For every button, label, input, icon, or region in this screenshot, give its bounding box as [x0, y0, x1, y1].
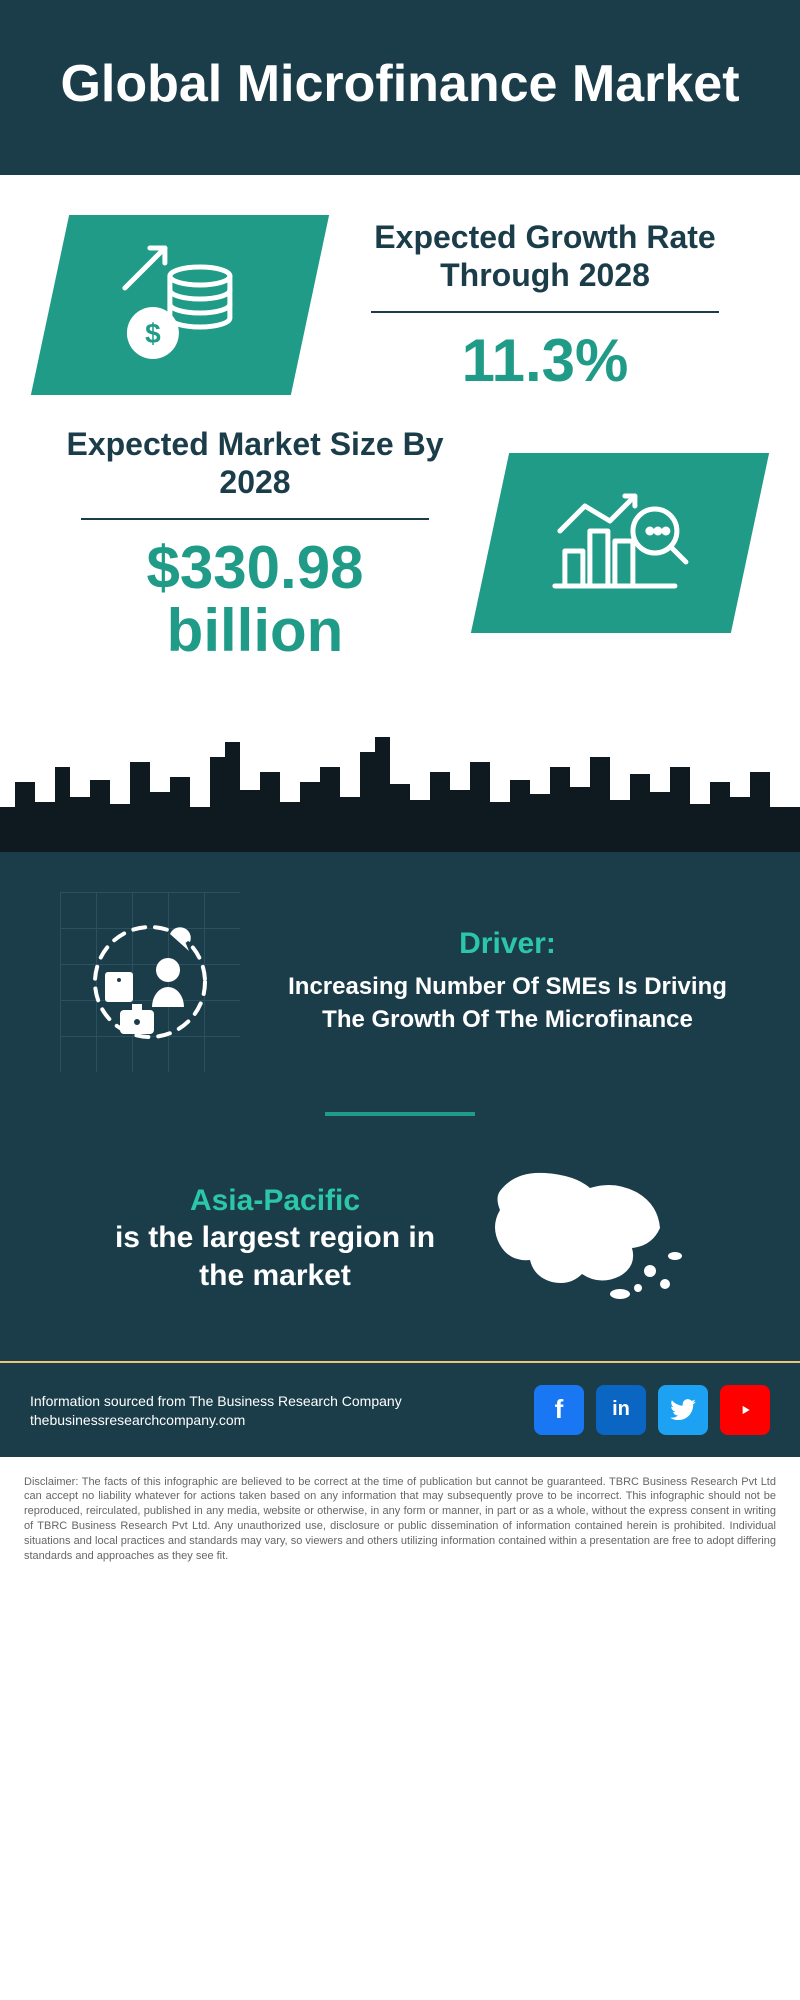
source-line: Information sourced from The Business Re…: [30, 1391, 402, 1412]
dark-section: Driver: Increasing Number Of SMEs Is Dri…: [0, 852, 800, 1361]
sme-icon: [60, 892, 240, 1072]
growth-icon-panel: $: [31, 215, 329, 395]
disclaimer: Disclaimer: The facts of this infographi…: [0, 1457, 800, 1582]
region-text: Asia-Pacific is the largest region in th…: [100, 1182, 450, 1295]
stats-section: $ Expected Growth Rate Through 2028 11.3…: [0, 175, 800, 712]
divider: [371, 311, 720, 313]
divider: [81, 518, 430, 520]
facebook-icon[interactable]: f: [534, 1385, 584, 1435]
page-title: Global Microfinance Market: [40, 55, 760, 115]
driver-text: Driver: Increasing Number Of SMEs Is Dri…: [275, 927, 740, 1036]
stat-growth-text: Expected Growth Rate Through 2028 11.3%: [340, 218, 750, 392]
social-row: f in: [534, 1385, 770, 1435]
youtube-icon[interactable]: [720, 1385, 770, 1435]
size-icon-panel: [471, 453, 769, 633]
stat-growth-label: Expected Growth Rate Through 2028: [340, 218, 750, 295]
asia-map-icon: [480, 1156, 700, 1321]
stat-growth-row: $ Expected Growth Rate Through 2028 11.3…: [50, 215, 750, 395]
stat-size-value: $330.98 billion: [50, 536, 460, 662]
stat-growth-value: 11.3%: [340, 329, 750, 392]
header-banner: Global Microfinance Market: [0, 0, 800, 175]
teal-rule: [325, 1112, 475, 1116]
stat-size-row: Expected Market Size By 2028 $330.98 bil…: [50, 425, 750, 662]
driver-body: Increasing Number Of SMEs Is Driving The…: [275, 971, 740, 1036]
market-analysis-icon: [540, 476, 700, 611]
skyline-graphic: [0, 712, 800, 852]
stat-size-label: Expected Market Size By 2028: [50, 425, 460, 502]
region-row: Asia-Pacific is the largest region in th…: [60, 1156, 740, 1321]
linkedin-icon[interactable]: in: [596, 1385, 646, 1435]
source-url: thebusinessresearchcompany.com: [30, 1412, 402, 1428]
footer-source: Information sourced from The Business Re…: [0, 1361, 800, 1457]
driver-row: Driver: Increasing Number Of SMEs Is Dri…: [60, 892, 740, 1072]
twitter-icon[interactable]: [658, 1385, 708, 1435]
region-highlight: Asia-Pacific: [190, 1184, 360, 1217]
stat-size-text: Expected Market Size By 2028 $330.98 bil…: [50, 425, 460, 662]
driver-icon-box: [60, 892, 240, 1072]
region-rest: is the largest region in the market: [115, 1221, 435, 1292]
money-growth-icon: $: [105, 237, 255, 372]
svg-text:$: $: [145, 317, 161, 348]
driver-heading: Driver:: [275, 927, 740, 961]
